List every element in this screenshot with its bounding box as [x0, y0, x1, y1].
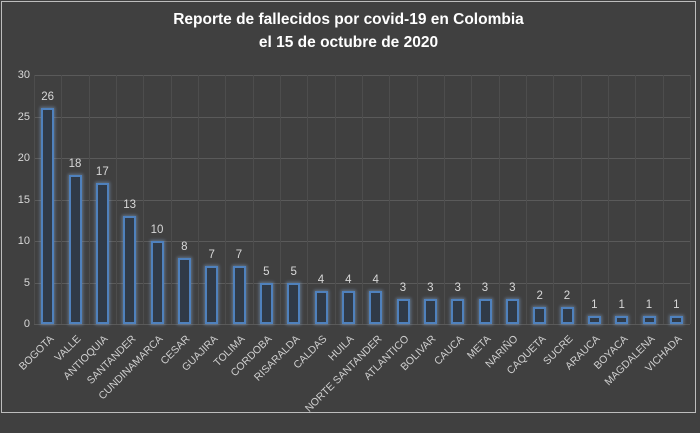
- data-label-vichada: 1: [673, 298, 680, 311]
- data-label-boyaca: 1: [618, 298, 625, 311]
- bar-caqueta[interactable]: [533, 307, 547, 324]
- v-gridline: [471, 75, 473, 324]
- chart-frame: Reporte de fallecidos por covid-19 en Co…: [1, 1, 696, 415]
- chart-title-line2: el 15 de octubre de 2020: [258, 34, 439, 51]
- v-gridline: [61, 75, 63, 324]
- chart-title-line1: Reporte de fallecidos por covid-19 en Co…: [173, 11, 524, 28]
- x-axis-line: [34, 324, 690, 325]
- bar-meta[interactable]: [478, 299, 492, 324]
- bar-huila[interactable]: [341, 290, 355, 324]
- bar-bogota[interactable]: [41, 108, 55, 324]
- chart-title: Reporte de fallecidos por covid-19 en Co…: [2, 8, 695, 54]
- data-label-bolivar: 3: [427, 282, 434, 295]
- bar-nari-o[interactable]: [505, 299, 519, 324]
- data-label-magdalena: 1: [645, 298, 653, 311]
- data-label-nari-o: 3: [509, 282, 516, 295]
- bar-atlantico[interactable]: [396, 299, 410, 324]
- data-label-bogota: 26: [41, 91, 55, 104]
- v-gridline: [34, 75, 35, 324]
- data-label-valle: 18: [68, 157, 82, 170]
- data-label-caldas: 4: [317, 273, 325, 286]
- bar-bolivar[interactable]: [423, 299, 437, 324]
- v-gridline: [444, 75, 445, 324]
- v-gridline: [662, 75, 664, 324]
- y-axis-tick-label: 15: [17, 193, 30, 206]
- v-gridline: [116, 75, 117, 324]
- data-label-cesar: 8: [181, 240, 188, 253]
- v-gridline: [553, 75, 555, 324]
- v-gridline: [526, 75, 527, 324]
- bar-boyaca[interactable]: [615, 315, 629, 324]
- y-axis-tick-label: 25: [17, 110, 30, 123]
- data-label-huila: 4: [345, 273, 352, 286]
- bar-tolima[interactable]: [232, 265, 246, 324]
- v-gridline: [280, 75, 281, 324]
- bar-caldas[interactable]: [314, 290, 328, 324]
- bar-vichada[interactable]: [669, 315, 683, 324]
- bar-cordoba[interactable]: [259, 282, 273, 324]
- v-gridline: [580, 75, 582, 324]
- y-axis-tick-label: 0: [23, 318, 30, 330]
- data-label-caqueta: 2: [536, 290, 543, 303]
- data-label-tolima: 7: [235, 248, 243, 261]
- bar-magdalena[interactable]: [642, 315, 656, 324]
- data-label-cundinamarca: 10: [150, 224, 164, 236]
- data-label-santander: 13: [123, 199, 137, 212]
- v-gridline: [307, 75, 309, 324]
- bar-risaralda[interactable]: [287, 282, 301, 324]
- v-gridline: [690, 75, 691, 324]
- data-label-norte-santander: 4: [372, 273, 379, 286]
- v-gridline: [334, 75, 336, 324]
- data-label-arauca: 1: [591, 298, 598, 311]
- v-gridline: [143, 75, 145, 324]
- data-label-meta: 3: [481, 282, 489, 295]
- data-label-risaralda: 5: [290, 265, 297, 278]
- data-label-cordoba: 5: [263, 265, 270, 278]
- v-gridline: [198, 75, 199, 324]
- plot-area: 0 5 10 15 20 25 30 26 BOGOTA 18 VALLE 17 ANTIOQUIA 13…: [2, 2, 700, 422]
- bar-guajira[interactable]: [205, 265, 219, 324]
- data-label-antioquia: 17: [95, 165, 109, 178]
- v-gridline: [608, 75, 609, 324]
- v-gridline: [88, 75, 90, 324]
- bar-antioquia[interactable]: [95, 182, 109, 324]
- y-axis-tick-label: 20: [17, 152, 30, 164]
- bar-norte-santander[interactable]: [369, 290, 383, 324]
- v-gridline: [635, 75, 637, 324]
- bar-sucre[interactable]: [560, 307, 574, 324]
- data-label-cauca: 3: [454, 282, 461, 295]
- bar-cesar[interactable]: [177, 257, 191, 324]
- y-axis-tick-label: 30: [17, 69, 30, 81]
- v-gridline: [170, 75, 172, 324]
- bar-arauca[interactable]: [587, 315, 601, 324]
- v-gridline: [498, 75, 500, 324]
- v-gridline: [252, 75, 254, 324]
- data-label-guajira: 7: [208, 248, 215, 261]
- y-axis-tick-label: 10: [17, 235, 30, 247]
- bar-cauca[interactable]: [451, 299, 465, 324]
- bar-valle[interactable]: [68, 174, 82, 324]
- v-gridline: [225, 75, 227, 324]
- data-label-atlantico: 3: [399, 282, 407, 295]
- data-label-sucre: 2: [563, 290, 571, 303]
- v-gridline: [416, 75, 418, 324]
- y-axis-tick-label: 5: [23, 276, 30, 289]
- bar-santander[interactable]: [123, 216, 137, 324]
- v-gridline: [389, 75, 391, 324]
- v-gridline: [362, 75, 363, 324]
- bar-cundinamarca[interactable]: [150, 241, 164, 324]
